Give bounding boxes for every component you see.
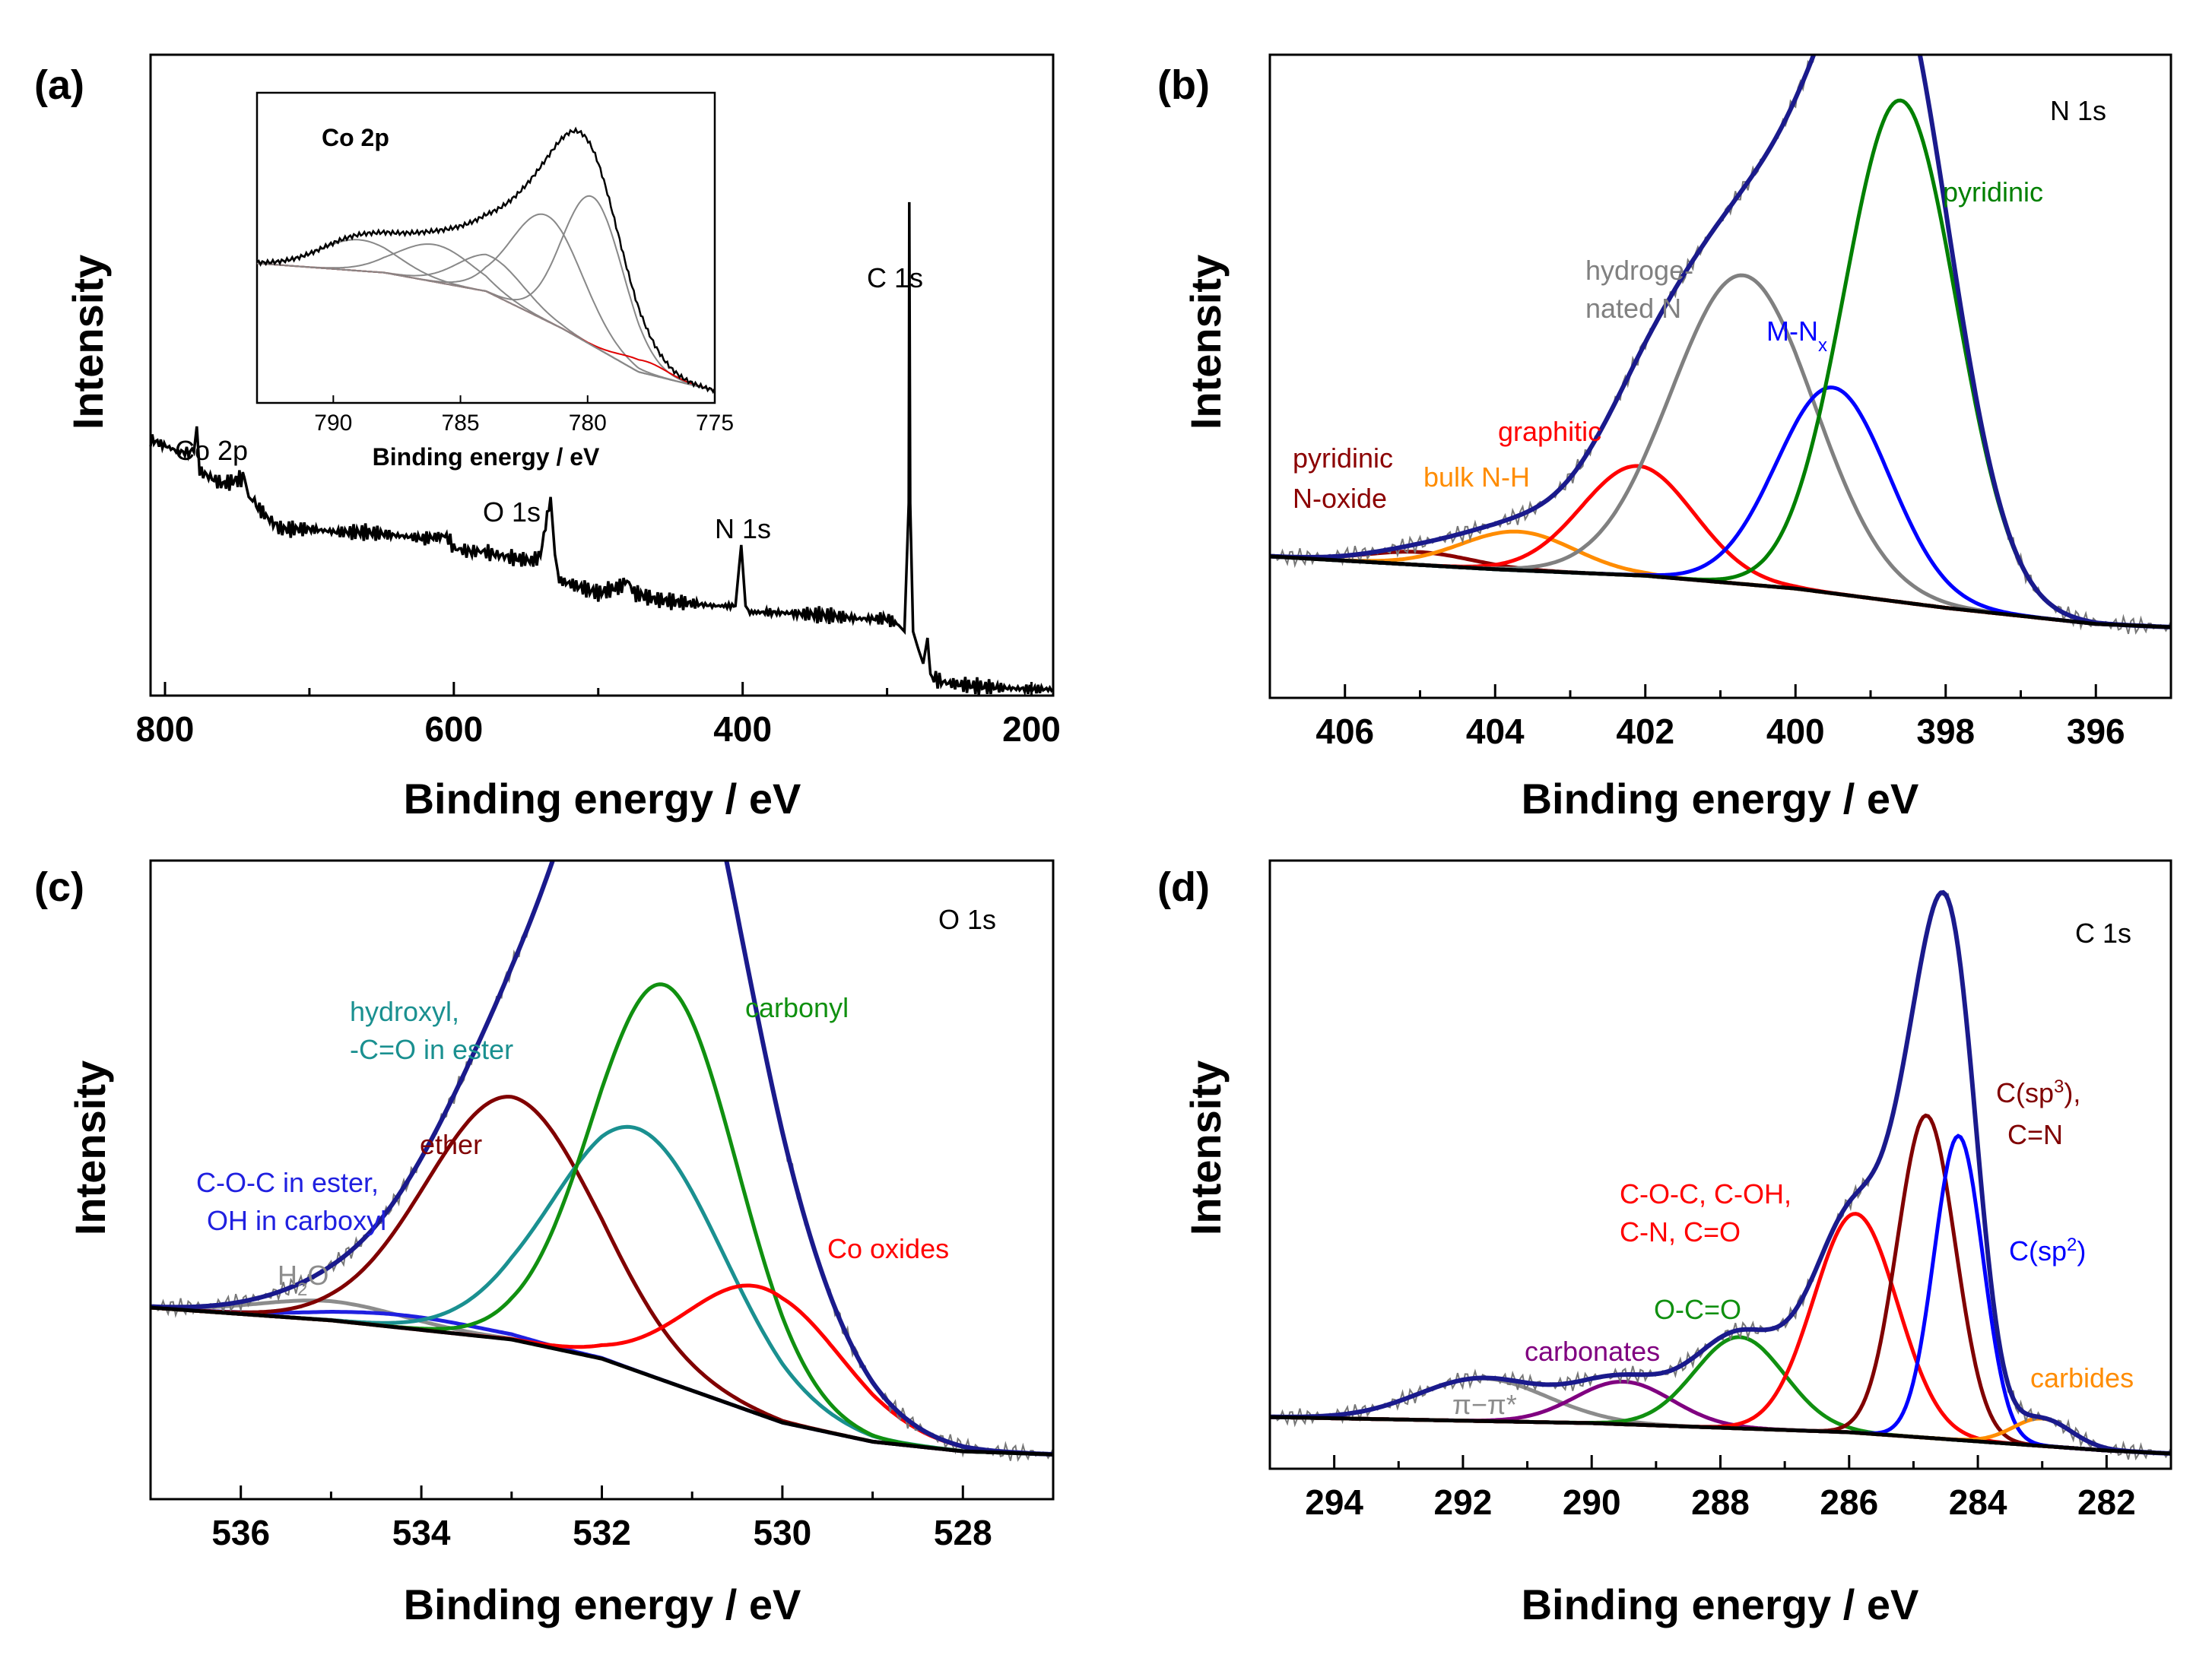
x-tick-label: 404 [1466, 712, 1525, 751]
x-tick-label: 400 [713, 709, 772, 749]
x-tick-label: 290 [1563, 1482, 1621, 1522]
x-tick-label: 406 [1315, 712, 1374, 751]
peak-annotation: C=N [2007, 1119, 2063, 1150]
peak-annotation: bulk N-H [1423, 461, 1530, 493]
panel-label: (b) [1157, 62, 1210, 108]
y-axis-title: Intensity [1182, 1061, 1230, 1235]
inset-x-tick-label: 790 [314, 411, 352, 436]
panel-label: (c) [34, 864, 84, 910]
y-axis-title: Intensity [1182, 255, 1230, 430]
peak-annotation: N 1s [715, 513, 771, 544]
peak-annotation: O-C=O [1654, 1294, 1741, 1325]
component-hydrogenated-n [1270, 273, 2171, 629]
plot-area-3 [1270, 889, 2171, 1461]
peak-annotation: graphitic [1498, 416, 1601, 447]
raw-spectrum [151, 861, 1053, 1462]
plot-frame-1 [1268, 53, 2172, 699]
plot-frame-0 [149, 53, 1055, 697]
peak-annotation: M-Nx [1766, 315, 1827, 356]
inset-x-axis-title: Binding energy / eV [373, 443, 600, 471]
x-tick-label: 294 [1305, 1482, 1363, 1522]
panel-title: O 1s [938, 904, 996, 935]
x-axis-title: Binding energy / eV [404, 1580, 801, 1628]
x-tick-label: 402 [1616, 712, 1674, 751]
survey-spectrum [149, 201, 1055, 696]
fit-envelope [1270, 55, 2171, 629]
x-tick-label: 398 [1916, 712, 1975, 751]
peak-annotation: N-oxide [1293, 483, 1387, 514]
peak-annotation: pyridinic [1293, 442, 1393, 474]
x-tick-label: 528 [934, 1513, 992, 1552]
x-tick-label: 288 [1691, 1482, 1750, 1522]
peak-annotation: carbides [2030, 1362, 2134, 1393]
background-line [151, 1305, 1053, 1457]
x-axis-title: Binding energy / eV [1522, 775, 1919, 823]
peak-annotation: carbonyl [745, 992, 849, 1023]
x-tick-label: 532 [573, 1513, 631, 1552]
panel-label: (d) [1157, 864, 1210, 910]
x-axis-title: Binding energy / eV [1522, 1580, 1919, 1628]
peak-annotation: C-N, C=O [1620, 1216, 1741, 1248]
peak-annotation: C 1s [867, 262, 923, 293]
peak-annotation: C(sp3), [1996, 1076, 2080, 1109]
panel-label: (a) [34, 62, 84, 108]
peak-annotation: ether [420, 1129, 482, 1160]
peak-annotation: hydroge- [1585, 255, 1693, 286]
x-tick-label: 530 [754, 1513, 812, 1552]
panel-title: C 1s [2075, 918, 2131, 949]
plot-area-1 [1270, 55, 2171, 635]
inset-background [256, 262, 716, 392]
inset-x-tick-label: 780 [569, 411, 607, 436]
x-tick-label: 286 [1820, 1482, 1878, 1522]
component-c-o-c-in-ester-oh-in-carboxyl [151, 1305, 1053, 1457]
x-axis-title: Binding energy / eV [404, 775, 801, 823]
inset-frame [255, 91, 716, 404]
x-tick-label: 396 [2067, 712, 2125, 751]
plot-area-2 [151, 861, 1053, 1462]
y-axis-title: Intensity [64, 255, 112, 430]
x-tick-label: 536 [211, 1513, 270, 1552]
peak-annotation: carbonates [1525, 1336, 1660, 1367]
peak-annotation: C(sp2) [2009, 1235, 2086, 1267]
x-tick-label: 284 [1949, 1482, 2007, 1522]
background-line [1270, 554, 2171, 629]
peak-annotation: -C=O in ester [350, 1034, 513, 1065]
peak-annotation: Co oxides [827, 1233, 949, 1264]
peak-annotation: hydroxyl, [350, 996, 459, 1027]
x-tick-label: 400 [1766, 712, 1825, 751]
peak-annotation: nated N [1585, 293, 1681, 324]
x-tick-label: 600 [424, 709, 483, 749]
peak-annotation: Co 2p [175, 435, 248, 466]
inset-x-tick-label: 785 [442, 411, 480, 436]
peak-annotation: π−π* [1452, 1389, 1517, 1420]
peak-annotation: C-O-C in ester, [196, 1167, 379, 1198]
component-o-c-o [1270, 1335, 2171, 1456]
peak-annotation: C-O-C, C-OH, [1620, 1178, 1791, 1210]
x-tick-label: 292 [1434, 1482, 1493, 1522]
y-axis-title: Intensity [66, 1061, 114, 1235]
panel-title: N 1s [2050, 95, 2106, 126]
inset-envelope [256, 126, 716, 395]
x-tick-label: 534 [392, 1513, 451, 1552]
inset-title: Co 2p [322, 124, 389, 151]
x-tick-label: 200 [1002, 709, 1061, 749]
peak-annotation: O 1s [483, 496, 541, 528]
fit-envelope [1270, 889, 2171, 1456]
fit-envelope [151, 861, 1053, 1457]
peak-annotation: OH in carboxyl [207, 1205, 386, 1236]
peak-annotation: H2O [278, 1260, 328, 1300]
background-line [1270, 1415, 2171, 1456]
raw-spectrum [1270, 55, 2171, 635]
inset-x-tick-label: 775 [696, 411, 734, 436]
x-tick-label: 282 [2077, 1482, 2136, 1522]
peak-annotation: pyridinic [1943, 176, 2043, 208]
x-tick-label: 800 [136, 709, 195, 749]
